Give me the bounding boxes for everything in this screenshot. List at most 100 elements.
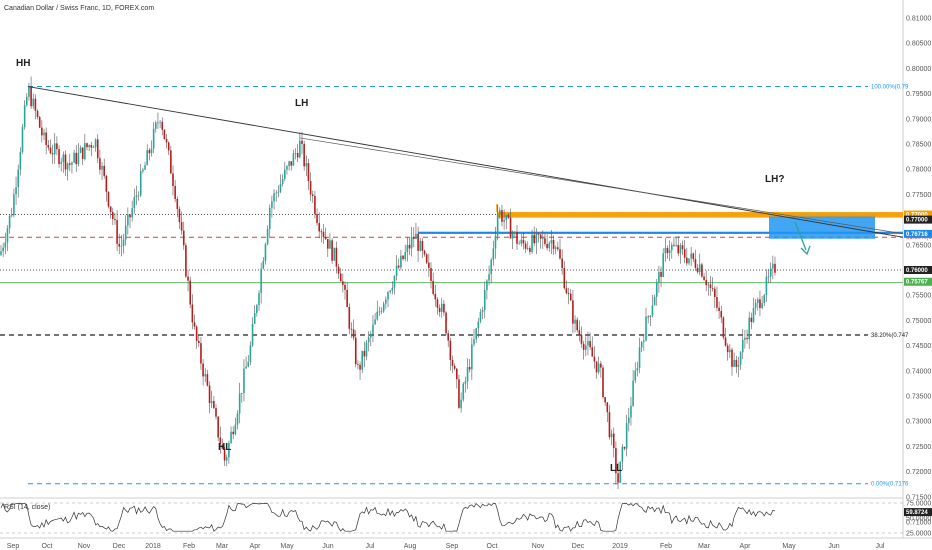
candle-body <box>225 457 228 461</box>
rsi-tick-label: 25.0000 <box>906 531 931 538</box>
candle-body <box>219 437 222 445</box>
candle-body <box>638 347 641 369</box>
candle-body <box>451 359 454 366</box>
candle-body <box>471 344 473 370</box>
price-tick-label: 0.75000 <box>906 318 931 325</box>
candle-body <box>157 122 159 124</box>
price-tick-label: 0.79000 <box>906 116 931 123</box>
candle-body <box>324 236 327 240</box>
candle-body <box>81 147 84 159</box>
candle-body <box>189 280 191 305</box>
candle-body <box>286 166 288 170</box>
candle-body <box>187 276 189 281</box>
candle-body <box>202 363 204 377</box>
candle-body <box>397 265 400 268</box>
candle-body <box>348 307 351 329</box>
candle-body <box>167 142 170 151</box>
candle-body <box>559 249 561 259</box>
candle-body <box>688 258 690 264</box>
candle-body <box>694 259 697 268</box>
candle-body <box>610 433 613 438</box>
candle-body <box>597 363 600 373</box>
candle-body <box>15 187 17 195</box>
candle-body <box>38 116 41 128</box>
candle-body <box>630 405 632 418</box>
price-tag-bg <box>904 277 932 286</box>
candle-body <box>129 214 131 218</box>
candlestick-series <box>0 76 776 490</box>
candle-body <box>542 238 544 240</box>
candle-body <box>180 222 183 231</box>
level-label: 38.20%(0.747 <box>871 333 909 339</box>
candle-body <box>709 284 712 289</box>
rsi-line <box>0 502 776 532</box>
candle-body <box>714 288 716 298</box>
annotation-hl: HL <box>218 442 231 453</box>
candle-body <box>576 319 578 331</box>
candle-body <box>32 98 35 107</box>
candle-body <box>165 139 168 143</box>
candle-body <box>260 268 262 293</box>
candle-body <box>337 266 340 274</box>
candle-body <box>671 244 673 251</box>
price-tick-label: 0.78500 <box>906 142 931 149</box>
candle-body <box>690 253 692 259</box>
candle-body <box>574 319 576 324</box>
candle-body <box>247 361 250 367</box>
candle-body <box>133 197 136 209</box>
candle-body <box>318 223 320 232</box>
time-tick-label: Jul <box>876 543 885 550</box>
candle-body <box>668 250 671 254</box>
blue-zone-top-edge <box>769 214 875 217</box>
candle-body <box>221 444 224 449</box>
projection-arrowhead <box>800 245 811 256</box>
candle-body <box>402 255 404 260</box>
candle-body <box>56 143 58 150</box>
price-tick-label: 0.78000 <box>906 167 931 174</box>
candle-body <box>51 153 54 155</box>
candle-body <box>514 231 516 234</box>
candle-body <box>554 247 557 249</box>
candle-body <box>109 206 112 212</box>
candle-body <box>264 244 267 261</box>
orange-resistance-zone <box>497 212 903 218</box>
candle-body <box>131 208 133 218</box>
candle-body <box>361 350 363 370</box>
candle-body <box>585 345 587 350</box>
candle-body <box>494 235 497 249</box>
candle-body <box>537 233 540 235</box>
candle-body <box>552 240 555 249</box>
candle-body <box>615 448 617 474</box>
candle-body <box>473 339 475 345</box>
time-axis[interactable]: Sep Oct Nov Dec 2018 Feb Mar Apr May Jun Jul Aug Sep… <box>7 543 885 550</box>
candle-body <box>477 321 480 329</box>
candle-body <box>60 162 62 164</box>
candle-body <box>703 276 705 281</box>
price-tick-label: 0.74500 <box>906 343 931 350</box>
candle-body <box>535 233 538 244</box>
candle-body <box>395 265 398 276</box>
candle-body <box>176 199 179 209</box>
candle-body <box>711 288 714 289</box>
candle-body <box>236 413 239 425</box>
time-tick-label: May <box>782 543 796 550</box>
candle-body <box>13 194 15 216</box>
annotation-lh-question: LH? <box>765 174 784 185</box>
candle-body <box>135 195 138 198</box>
time-tick-label: Feb <box>183 543 195 550</box>
candle-body <box>47 145 50 148</box>
candle-body <box>88 145 90 148</box>
candle-body <box>8 215 11 229</box>
time-tick-label: Apr <box>250 543 262 550</box>
price-axis[interactable]: 0.81000 0.80500 0.80000 0.79500 0.79000 0.785… <box>906 16 931 527</box>
candle-body <box>432 280 434 294</box>
candle-body <box>681 245 684 250</box>
candle-body <box>623 446 626 449</box>
candle-body <box>139 171 142 196</box>
price-tag-label: 0.76716 <box>906 232 928 238</box>
candle-body <box>675 244 677 246</box>
candle-body <box>726 345 729 353</box>
candle-body <box>94 139 97 148</box>
